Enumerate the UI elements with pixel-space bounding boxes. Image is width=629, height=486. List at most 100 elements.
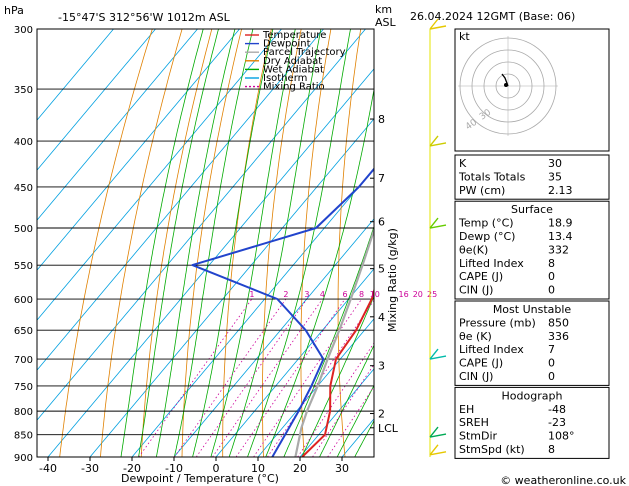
indices-table-row-value: 2.13 — [548, 184, 573, 197]
wet-adiabat-line — [301, 295, 374, 457]
mixing-ratio-axis-label: Mixing Ratio (g/kg) — [386, 228, 399, 332]
mixing-ratio-label: 3 — [304, 290, 309, 299]
mixing-ratio-label: 1 — [249, 290, 254, 299]
dry-adiabat-line — [409, 29, 427, 457]
surface-table-row-value: 8 — [548, 257, 555, 270]
most-unstable-table-row-label: θe (K) — [459, 330, 492, 343]
mixing-ratio-label: 10 — [370, 290, 380, 299]
mixing-ratio-label: 4 — [320, 290, 325, 299]
pressure-tick-label: 850 — [14, 431, 33, 442]
legend-label: Wet Adiabat — [263, 64, 324, 75]
legend-label: Dewpoint — [263, 39, 311, 50]
temperature-tick-label: 20 — [293, 462, 307, 475]
pressure-tick-label: 350 — [14, 85, 33, 96]
pressure-tick-label: 400 — [14, 137, 33, 148]
indices-table-frame — [454, 154, 610, 200]
indices-table-row-value: 35 — [548, 170, 562, 183]
altitude-tick-label: 2 — [378, 408, 385, 421]
mixing-ratio-line — [173, 298, 287, 457]
profile-lines — [191, 167, 374, 457]
surface-table-row-label: Temp (°C) — [458, 217, 514, 230]
pressure-tick-label: 650 — [14, 326, 33, 337]
dewpoint-line — [191, 167, 374, 457]
altitude-tick-label: LCL — [378, 422, 399, 435]
most-unstable-table-row-value: 0 — [548, 357, 555, 370]
temperature-tick-label: -10 — [165, 462, 183, 475]
surface-table-row-label: CIN (J) — [459, 284, 493, 297]
temperature-axis: -40 -30 -20 -10 0 10 20 30 — [39, 457, 349, 475]
isotherm-line — [37, 29, 240, 271]
pressure-tick-label: 600 — [14, 295, 33, 306]
altitude-tick-label: 5 — [378, 263, 385, 276]
location-title: -15°47'S 312°56'W 1012m ASL — [58, 11, 231, 24]
indices-table-row-value: 30 — [548, 157, 562, 170]
hodograph-table-row-label: StmDir — [459, 430, 498, 443]
surface-table-row-value: 18.9 — [548, 217, 573, 230]
pressure-tick-label: 550 — [14, 261, 33, 272]
surface-table-row-label: Lifted Index — [459, 257, 524, 270]
hodograph-table-row-value: -23 — [548, 416, 566, 429]
most-unstable-table-row-value: 0 — [548, 370, 555, 383]
hodograph-table-frame — [454, 386, 610, 459]
isotherm-line — [37, 29, 282, 321]
mixing-ratio-label: 20 — [413, 290, 423, 299]
mixing-ratio-line — [253, 298, 362, 457]
mixing-ratio-line — [195, 298, 308, 457]
pressure-tick-label: 700 — [14, 355, 33, 366]
isotherm-line — [37, 29, 324, 371]
legend-label: Isotherm — [263, 73, 307, 84]
pressure-tick-label: 300 — [14, 25, 33, 36]
mixing-ratio-label: 16 — [399, 290, 409, 299]
isotherm-line — [37, 29, 114, 121]
isotherm-line — [37, 29, 198, 221]
surface-table-row-label: θe(K) — [459, 243, 488, 256]
hodograph-kt-label: kt — [459, 30, 470, 43]
temperature-line — [301, 287, 374, 457]
most-unstable-table-frame — [454, 300, 610, 386]
temperature-tick-label: -40 — [39, 462, 57, 475]
surface-table-row-value: 0 — [548, 270, 555, 283]
mixing-ratio-line — [138, 298, 253, 457]
altitude-tick-label: 3 — [378, 360, 385, 373]
wet-adiabat-line — [192, 29, 274, 457]
legend-label: Parcel Trajectory — [263, 47, 346, 58]
temperature-tick-label: 10 — [251, 462, 265, 475]
hodograph-table-row-value: -48 — [548, 403, 566, 416]
indices-table-row-label: PW (cm) — [459, 184, 505, 197]
altitude-tick-label: 4 — [378, 311, 385, 324]
altitude-tick-label: 8 — [378, 113, 385, 126]
most-unstable-table-row-value: 850 — [548, 316, 569, 329]
pressure-tick-label: 500 — [14, 224, 33, 235]
surface-table-frame — [454, 200, 610, 300]
wet-adiabat-line — [138, 29, 219, 457]
pressure-tick-label: 750 — [14, 382, 33, 393]
dry-adiabat-line — [337, 29, 362, 457]
parcel-trajectory-line — [294, 226, 374, 457]
temperature-tick-label: -30 — [81, 462, 99, 475]
isobar-lines — [37, 29, 374, 457]
mixing-ratio-label: 25 — [427, 290, 437, 299]
most-unstable-table-row-label: Lifted Index — [459, 343, 524, 356]
pressure-tick-label: 900 — [14, 453, 33, 464]
wind-barb — [429, 135, 447, 147]
most-unstable-table-row-label: Pressure (mb) — [459, 316, 536, 329]
hodograph-table-row-label: SREH — [459, 416, 489, 429]
wind-barb — [429, 217, 447, 229]
pressure-tick-label: 800 — [14, 407, 33, 418]
most-unstable-table-row-label: CAPE (J) — [459, 357, 503, 370]
hodograph-table-row-label: StmSpd (kt) — [459, 443, 525, 456]
plot-area — [37, 29, 427, 457]
asl-label: ASL — [375, 16, 397, 29]
temperature-tick-label: 0 — [213, 462, 220, 475]
indices-table-row-label: Totals Totals — [458, 170, 526, 183]
hodograph-table-row-label: EH — [459, 403, 474, 416]
surface-table-row-value: 332 — [548, 243, 569, 256]
storm-motion-marker — [504, 83, 508, 87]
copyright-footer: © weatheronline.co.uk — [500, 474, 626, 486]
most-unstable-table-row-value: 7 — [548, 343, 555, 356]
isotherm-line — [37, 29, 156, 171]
surface-table-title: Surface — [511, 203, 553, 216]
most-unstable-table-row-label: CIN (J) — [459, 370, 493, 383]
